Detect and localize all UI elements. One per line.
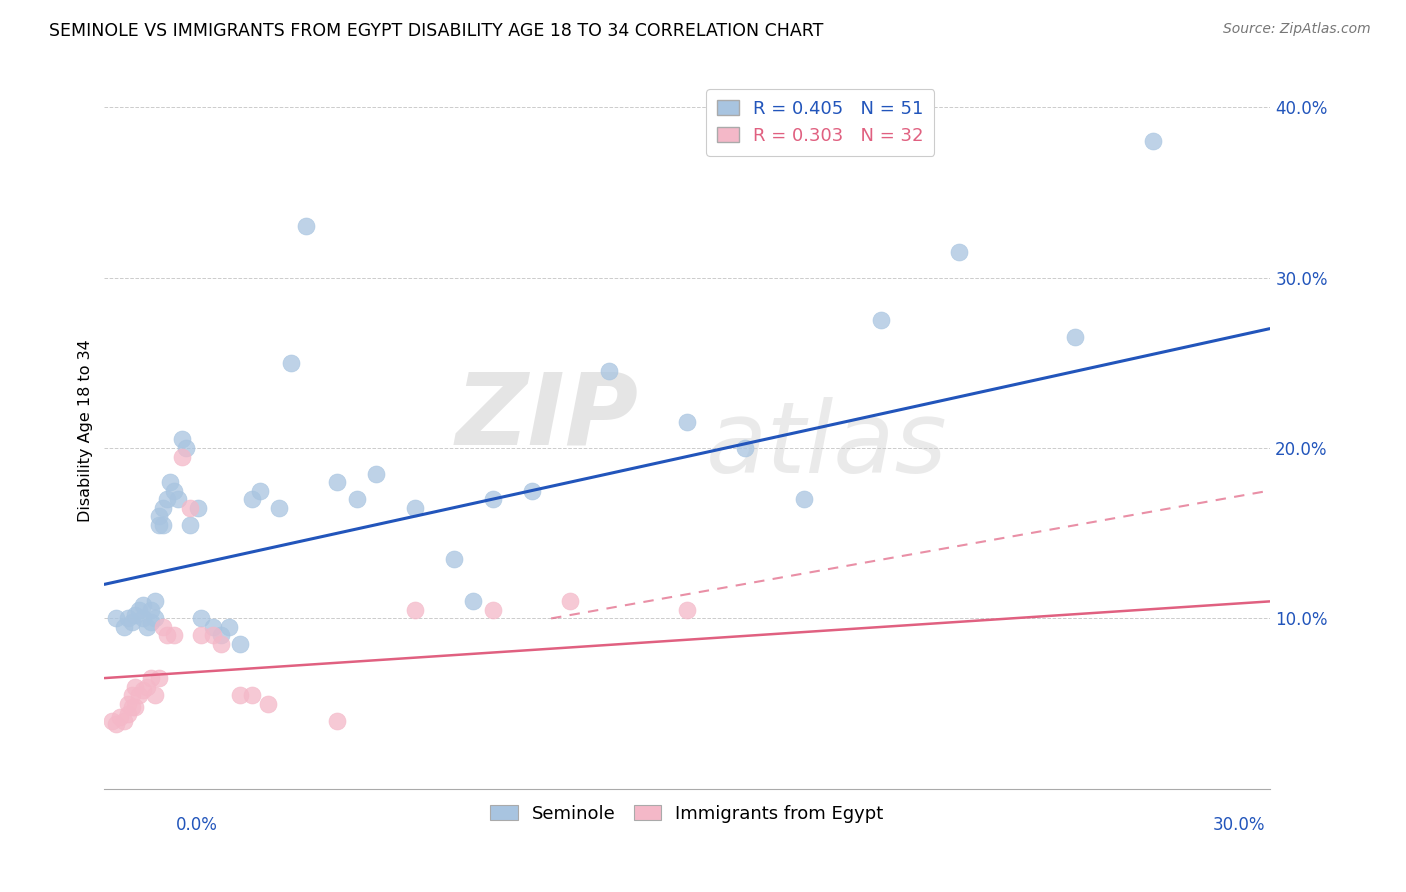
Point: [112, 714, 135, 728]
Point: [132, 611, 155, 625]
Point: [734, 441, 756, 455]
Point: [148, 509, 170, 524]
Point: [218, 620, 240, 634]
Point: [139, 671, 162, 685]
Legend: Seminole, Immigrants from Egypt: Seminole, Immigrants from Egypt: [484, 797, 891, 830]
Point: [124, 680, 146, 694]
Point: [229, 688, 252, 702]
Point: [148, 671, 170, 685]
Point: [187, 500, 209, 515]
Point: [105, 717, 128, 731]
Point: [108, 710, 131, 724]
Text: Source: ZipAtlas.com: Source: ZipAtlas.com: [1223, 22, 1371, 37]
Point: [143, 594, 166, 608]
Point: [112, 620, 135, 634]
Point: [143, 688, 166, 702]
Text: 0.0%: 0.0%: [176, 816, 218, 834]
Point: [676, 416, 699, 430]
Point: [229, 637, 252, 651]
Point: [136, 680, 159, 694]
Point: [124, 700, 146, 714]
Point: [202, 620, 225, 634]
Point: [240, 688, 263, 702]
Point: [463, 594, 485, 608]
Point: [121, 615, 143, 629]
Point: [443, 551, 465, 566]
Point: [179, 500, 201, 515]
Point: [101, 714, 124, 728]
Point: [190, 628, 212, 642]
Text: 30.0%: 30.0%: [1213, 816, 1265, 834]
Text: atlas: atlas: [706, 397, 948, 494]
Point: [280, 356, 302, 370]
Point: [170, 450, 193, 464]
Point: [152, 620, 174, 634]
Point: [148, 517, 170, 532]
Point: [326, 475, 349, 489]
Point: [1142, 134, 1164, 148]
Point: [560, 594, 582, 608]
Point: [269, 500, 291, 515]
Point: [117, 706, 139, 721]
Point: [163, 628, 186, 642]
Point: [295, 219, 318, 234]
Point: [136, 620, 159, 634]
Point: [143, 611, 166, 625]
Point: [128, 688, 150, 702]
Point: [117, 611, 139, 625]
Point: [482, 603, 505, 617]
Point: [482, 492, 505, 507]
Y-axis label: Disability Age 18 to 34: Disability Age 18 to 34: [79, 340, 93, 523]
Point: [167, 492, 190, 507]
Point: [152, 500, 174, 515]
Point: [240, 492, 263, 507]
Point: [326, 714, 349, 728]
Point: [170, 433, 193, 447]
Point: [174, 441, 197, 455]
Point: [105, 611, 128, 625]
Point: [1064, 330, 1087, 344]
Point: [870, 313, 893, 327]
Point: [132, 598, 155, 612]
Point: [121, 700, 143, 714]
Point: [404, 603, 426, 617]
Point: [159, 475, 181, 489]
Point: [346, 492, 368, 507]
Point: [121, 688, 143, 702]
Point: [124, 607, 146, 622]
Point: [163, 483, 186, 498]
Point: [117, 697, 139, 711]
Point: [793, 492, 815, 507]
Point: [256, 697, 278, 711]
Point: [139, 603, 162, 617]
Point: [128, 603, 150, 617]
Point: [404, 500, 426, 515]
Point: [249, 483, 271, 498]
Text: ZIP: ZIP: [456, 368, 638, 465]
Point: [366, 467, 388, 481]
Point: [209, 637, 232, 651]
Point: [209, 628, 232, 642]
Text: SEMINOLE VS IMMIGRANTS FROM EGYPT DISABILITY AGE 18 TO 34 CORRELATION CHART: SEMINOLE VS IMMIGRANTS FROM EGYPT DISABI…: [49, 22, 824, 40]
Point: [132, 683, 155, 698]
Point: [676, 603, 699, 617]
Point: [598, 364, 620, 378]
Point: [179, 517, 201, 532]
Point: [152, 517, 174, 532]
Point: [948, 244, 970, 259]
Point: [190, 611, 212, 625]
Point: [155, 628, 177, 642]
Point: [202, 628, 225, 642]
Point: [155, 492, 177, 507]
Point: [139, 615, 162, 629]
Point: [520, 483, 543, 498]
